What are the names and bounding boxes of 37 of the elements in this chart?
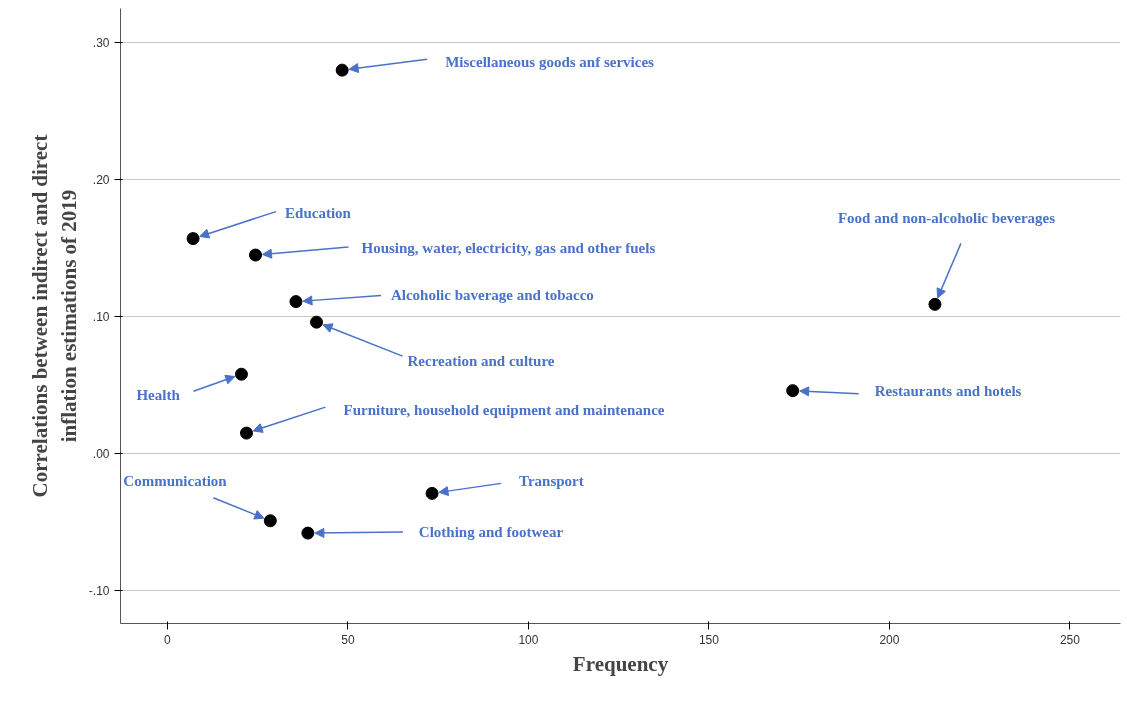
point (249, 248, 263, 262)
annotation: Miscellaneous goods anf services (445, 54, 655, 71)
point (234, 367, 248, 381)
y-axis-title: Correlations between indirect and direct inflation estimations of 2019 (28, 134, 81, 498)
annotation: Recreation and culture (407, 353, 555, 370)
annotation: Clothing and footwear (418, 524, 564, 541)
x-tick-label: 200 (879, 632, 900, 647)
y-tick-label: -.10 (88, 584, 110, 599)
x-tick-label: 250 (1059, 632, 1081, 647)
point (310, 315, 324, 329)
annotation: Restaurants and hotels (874, 382, 1022, 399)
point (301, 526, 315, 540)
annotation: Alcoholic baverage and tobacco (390, 286, 594, 303)
annotation: Food and non-alcoholic beverages (837, 210, 1056, 227)
point (425, 486, 439, 500)
x-tick-label: 0 (164, 632, 172, 647)
point (186, 232, 200, 246)
annotation: Housing, water, electricity, gas and other fuels (361, 240, 656, 257)
annotation: Health (136, 387, 181, 404)
point (928, 297, 942, 311)
point (335, 63, 349, 77)
y-tick-label: .30 (92, 36, 110, 51)
annotation: Furniture, household equipment and maintenance (343, 402, 665, 419)
y-tick-label: .10 (92, 310, 110, 325)
x-axis-title: Frequency (572, 651, 669, 676)
x-tick-label: 150 (698, 632, 720, 647)
annotation: Communication (123, 472, 228, 489)
point (239, 426, 253, 440)
x-tick-label: 50 (341, 632, 355, 647)
point (263, 514, 277, 528)
y-tick-label: .20 (92, 173, 110, 188)
point (786, 384, 800, 398)
x-tick-label: 100 (518, 632, 539, 647)
annotation: Transport (519, 473, 584, 490)
y-tick-label: .00 (92, 447, 110, 462)
point (289, 295, 303, 309)
annotation: Education (285, 204, 352, 221)
